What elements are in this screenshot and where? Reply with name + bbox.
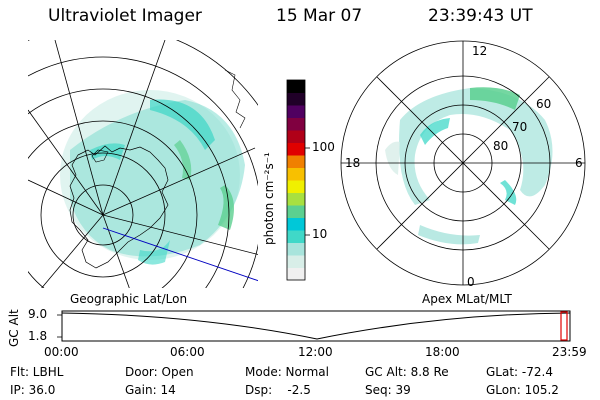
mlat-label-80: 80 [493, 139, 509, 153]
timeline-xtick: 18:00 [425, 345, 460, 359]
seq-status: Seq: 39 [365, 383, 411, 397]
colorbar-segment [287, 230, 305, 243]
mlt-label-18: 18 [345, 156, 361, 170]
dsp-status: Dsp: -2.5 [245, 383, 311, 397]
ip-status: IP: 36.0 [10, 383, 56, 397]
colorbar-tick-100: 100 [312, 140, 335, 154]
colorbar-segment [287, 155, 305, 168]
timeline-xtick: 12:00 [298, 345, 333, 359]
colorbar-segment [287, 180, 305, 193]
colorbar-segment [287, 192, 305, 206]
colorbar-tick-10: 10 [312, 227, 328, 241]
colorbar-unit-label: photon cm⁻²s⁻¹ [262, 152, 276, 245]
left-panel-label: Geographic Lat/Lon [70, 292, 188, 306]
colorbar-segment [287, 205, 305, 218]
timeline-xtick: 06:00 [170, 345, 205, 359]
filter-status: Flt: LBHL [10, 365, 64, 379]
altitude-curve [61, 312, 571, 340]
colorbar-segment [287, 217, 305, 231]
colorbar-segment [287, 92, 305, 106]
colorbar-segment [287, 142, 305, 156]
timeline-xtick: 23:59 [552, 345, 587, 359]
mlt-label-0: 0 [467, 275, 475, 289]
mlt-label-6: 6 [575, 156, 583, 170]
mode-status: Mode: Normal [245, 365, 329, 379]
pole-track-line [102, 227, 258, 282]
right-panel-label: Apex MLat/MLT [422, 292, 512, 306]
mlt-spokes [341, 41, 585, 285]
gain-status: Gain: 14 [125, 383, 176, 397]
glon-status: GLon: 105.2 [486, 383, 559, 397]
colorbar-segment [287, 167, 305, 181]
colorbar-segment [287, 105, 305, 118]
time-marker [560, 311, 568, 341]
latitude-grid [28, 40, 258, 288]
date-label: 15 Mar 07 [276, 6, 363, 26]
timeline-ytick-high: 9.0 [28, 307, 48, 321]
longitude-grid [28, 40, 258, 288]
colorbar-segment [287, 117, 305, 131]
colorbar-segment [287, 255, 305, 268]
mlt-label-12: 12 [472, 44, 488, 58]
gc-alt-timeline [57, 310, 571, 342]
mlat-label-70: 70 [512, 120, 528, 134]
colorbar-segment [287, 80, 305, 93]
glat-status: GLat: -72.4 [486, 365, 553, 379]
aurora-emission-right [385, 87, 553, 245]
colorbar-segment [287, 130, 305, 143]
instrument-title: Ultraviolet Imager [48, 6, 202, 26]
colorbar-segment [287, 242, 305, 256]
gc-alt-status: GC Alt: 8.8 Re [365, 365, 449, 379]
mlat-label-60: 60 [536, 97, 552, 111]
colorbar [287, 80, 305, 281]
time-label: 23:39:43 UT [428, 6, 533, 26]
timeline-xtick: 00:00 [44, 345, 79, 359]
door-status: Door: Open [125, 365, 194, 379]
colorbar-segment [287, 267, 305, 281]
geographic-map [28, 40, 258, 288]
timeline-ytick-low: 1.8 [28, 329, 48, 343]
timeline-ylabel: GC Alt [7, 309, 21, 347]
coastline [69, 145, 169, 269]
apex-polar-plot [385, 87, 553, 245]
